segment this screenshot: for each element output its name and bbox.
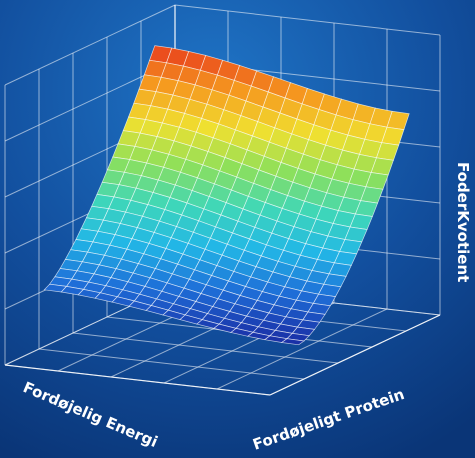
box-edge	[4, 364, 271, 396]
grid-line	[174, 4, 441, 36]
box-edge	[269, 314, 441, 396]
grid-line	[4, 4, 176, 86]
surface-patch	[280, 338, 305, 346]
grid-line	[216, 308, 388, 390]
grid-line	[38, 348, 305, 380]
z-axis-label: FoderKvotient	[454, 162, 472, 282]
surface-mesh	[43, 45, 410, 346]
grid-line	[72, 332, 339, 364]
